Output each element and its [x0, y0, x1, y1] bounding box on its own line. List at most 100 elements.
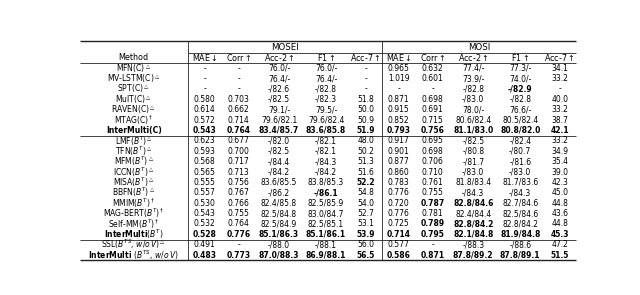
Text: 76.6/-: 76.6/-	[509, 105, 531, 114]
Text: 0.766: 0.766	[228, 199, 250, 208]
Text: 0.568: 0.568	[194, 157, 216, 166]
Text: 53.9: 53.9	[356, 230, 375, 239]
Text: 0.577: 0.577	[388, 240, 410, 249]
Text: 0.714: 0.714	[387, 230, 411, 239]
Text: MAE$\downarrow$: MAE$\downarrow$	[386, 52, 412, 63]
Text: -: -	[364, 74, 367, 83]
Text: 0.776: 0.776	[388, 188, 410, 197]
Text: 50.9: 50.9	[357, 116, 374, 124]
Text: 0.776: 0.776	[388, 209, 410, 218]
Text: 34.9: 34.9	[552, 147, 568, 156]
Text: 0.767: 0.767	[228, 188, 250, 197]
Text: MOSEI: MOSEI	[271, 43, 298, 52]
Text: 0.614: 0.614	[194, 105, 216, 114]
Text: MTAG(C)$^\dagger$: MTAG(C)$^\dagger$	[114, 113, 154, 127]
Text: -: -	[364, 84, 367, 94]
Text: Acc-7$\uparrow$: Acc-7$\uparrow$	[350, 52, 381, 63]
Text: 0.565: 0.565	[194, 168, 216, 176]
Text: 86.9/88.1: 86.9/88.1	[306, 250, 346, 260]
Text: 81.8/83.4: 81.8/83.4	[455, 178, 492, 187]
Text: 0.700: 0.700	[228, 147, 250, 156]
Text: 76.0/-: 76.0/-	[268, 64, 290, 73]
Text: 47.2: 47.2	[552, 240, 568, 249]
Text: -/84.3: -/84.3	[315, 157, 337, 166]
Text: 0.543: 0.543	[194, 209, 216, 218]
Text: 0.714: 0.714	[228, 116, 250, 124]
Text: 76.0/-: 76.0/-	[315, 64, 337, 73]
Text: -: -	[237, 240, 240, 249]
Text: 81.1/83.0: 81.1/83.0	[453, 126, 493, 135]
Text: 45.0: 45.0	[552, 188, 568, 197]
Text: 33.2: 33.2	[552, 105, 568, 114]
Text: 0.917: 0.917	[388, 136, 410, 145]
Text: -/82.8: -/82.8	[315, 84, 337, 94]
Text: 39.0: 39.0	[552, 168, 568, 176]
Text: 0.783: 0.783	[388, 178, 410, 187]
Text: 0.755: 0.755	[422, 188, 444, 197]
Text: 79.6/82.4: 79.6/82.4	[308, 116, 344, 124]
Text: 52.2: 52.2	[356, 178, 375, 187]
Text: 0.555: 0.555	[194, 178, 216, 187]
Text: 0.662: 0.662	[228, 105, 250, 114]
Text: -/82.4: -/82.4	[509, 136, 531, 145]
Text: -/84.2: -/84.2	[268, 168, 290, 176]
Text: 87.8/89.2: 87.8/89.2	[453, 250, 493, 260]
Text: 83.4/85.7: 83.4/85.7	[259, 126, 299, 135]
Text: 0.703: 0.703	[228, 95, 250, 104]
Text: 82.5/84.6: 82.5/84.6	[502, 209, 538, 218]
Text: 0.725: 0.725	[388, 219, 410, 228]
Text: -/80.7: -/80.7	[509, 147, 531, 156]
Text: 54.0: 54.0	[357, 199, 374, 208]
Text: 80.6/82.4: 80.6/82.4	[455, 116, 492, 124]
Text: -/84.2: -/84.2	[315, 168, 337, 176]
Text: 0.871: 0.871	[388, 95, 410, 104]
Text: -/82.5: -/82.5	[268, 95, 290, 104]
Text: -/81.6: -/81.6	[509, 157, 531, 166]
Text: 0.901: 0.901	[388, 147, 410, 156]
Text: 82.8/84.2: 82.8/84.2	[453, 219, 493, 228]
Text: TFN$(B^T)^\triangle$: TFN$(B^T)^\triangle$	[115, 145, 152, 158]
Text: -/86.1: -/86.1	[314, 188, 339, 197]
Text: -/82.9: -/82.9	[508, 84, 532, 94]
Text: -: -	[397, 84, 400, 94]
Text: 0.623: 0.623	[194, 136, 216, 145]
Text: 56.5: 56.5	[356, 250, 375, 260]
Text: -/82.1: -/82.1	[315, 147, 337, 156]
Text: -: -	[431, 84, 434, 94]
Text: 0.632: 0.632	[422, 64, 444, 73]
Text: 0.713: 0.713	[228, 168, 250, 176]
Text: InterMulti$(B^T)$: InterMulti$(B^T)$	[104, 228, 164, 241]
Text: 0.793: 0.793	[387, 126, 411, 135]
Text: 38.7: 38.7	[552, 116, 568, 124]
Text: -/83.0: -/83.0	[509, 168, 531, 176]
Text: 79.1/-: 79.1/-	[268, 105, 290, 114]
Text: 0.715: 0.715	[422, 116, 444, 124]
Text: 0.764: 0.764	[228, 219, 250, 228]
Text: 82.4/84.4: 82.4/84.4	[455, 209, 492, 218]
Text: 83.0/84.7: 83.0/84.7	[308, 209, 344, 218]
Text: 0.965: 0.965	[388, 64, 410, 73]
Text: 48.0: 48.0	[357, 136, 374, 145]
Text: -: -	[431, 240, 434, 249]
Text: 0.706: 0.706	[422, 157, 444, 166]
Text: 54.8: 54.8	[357, 188, 374, 197]
Text: 80.8/82.0: 80.8/82.0	[500, 126, 540, 135]
Text: -: -	[559, 84, 561, 94]
Text: -/84.3: -/84.3	[462, 188, 484, 197]
Text: MMIM$(B^T)^\dagger$: MMIM$(B^T)^\dagger$	[112, 196, 156, 210]
Text: MFN(C)$^\triangle$: MFN(C)$^\triangle$	[116, 62, 152, 75]
Text: 83.8/85.3: 83.8/85.3	[308, 178, 344, 187]
Text: 0.787: 0.787	[420, 199, 445, 208]
Text: 0.795: 0.795	[421, 230, 445, 239]
Text: -/82.1: -/82.1	[315, 136, 337, 145]
Text: 79.5/-: 79.5/-	[315, 105, 337, 114]
Text: -: -	[203, 74, 206, 83]
Text: SSL$(B^{TS},\,w/o\,V)^\triangle$: SSL$(B^{TS},\,w/o\,V)^\triangle$	[101, 238, 166, 251]
Text: 0.756: 0.756	[228, 178, 250, 187]
Text: 0.491: 0.491	[194, 240, 216, 249]
Text: 77.3/-: 77.3/-	[509, 64, 531, 73]
Text: 0.773: 0.773	[227, 250, 251, 260]
Text: 0.710: 0.710	[422, 168, 444, 176]
Text: 33.2: 33.2	[552, 136, 568, 145]
Text: 45.3: 45.3	[550, 230, 569, 239]
